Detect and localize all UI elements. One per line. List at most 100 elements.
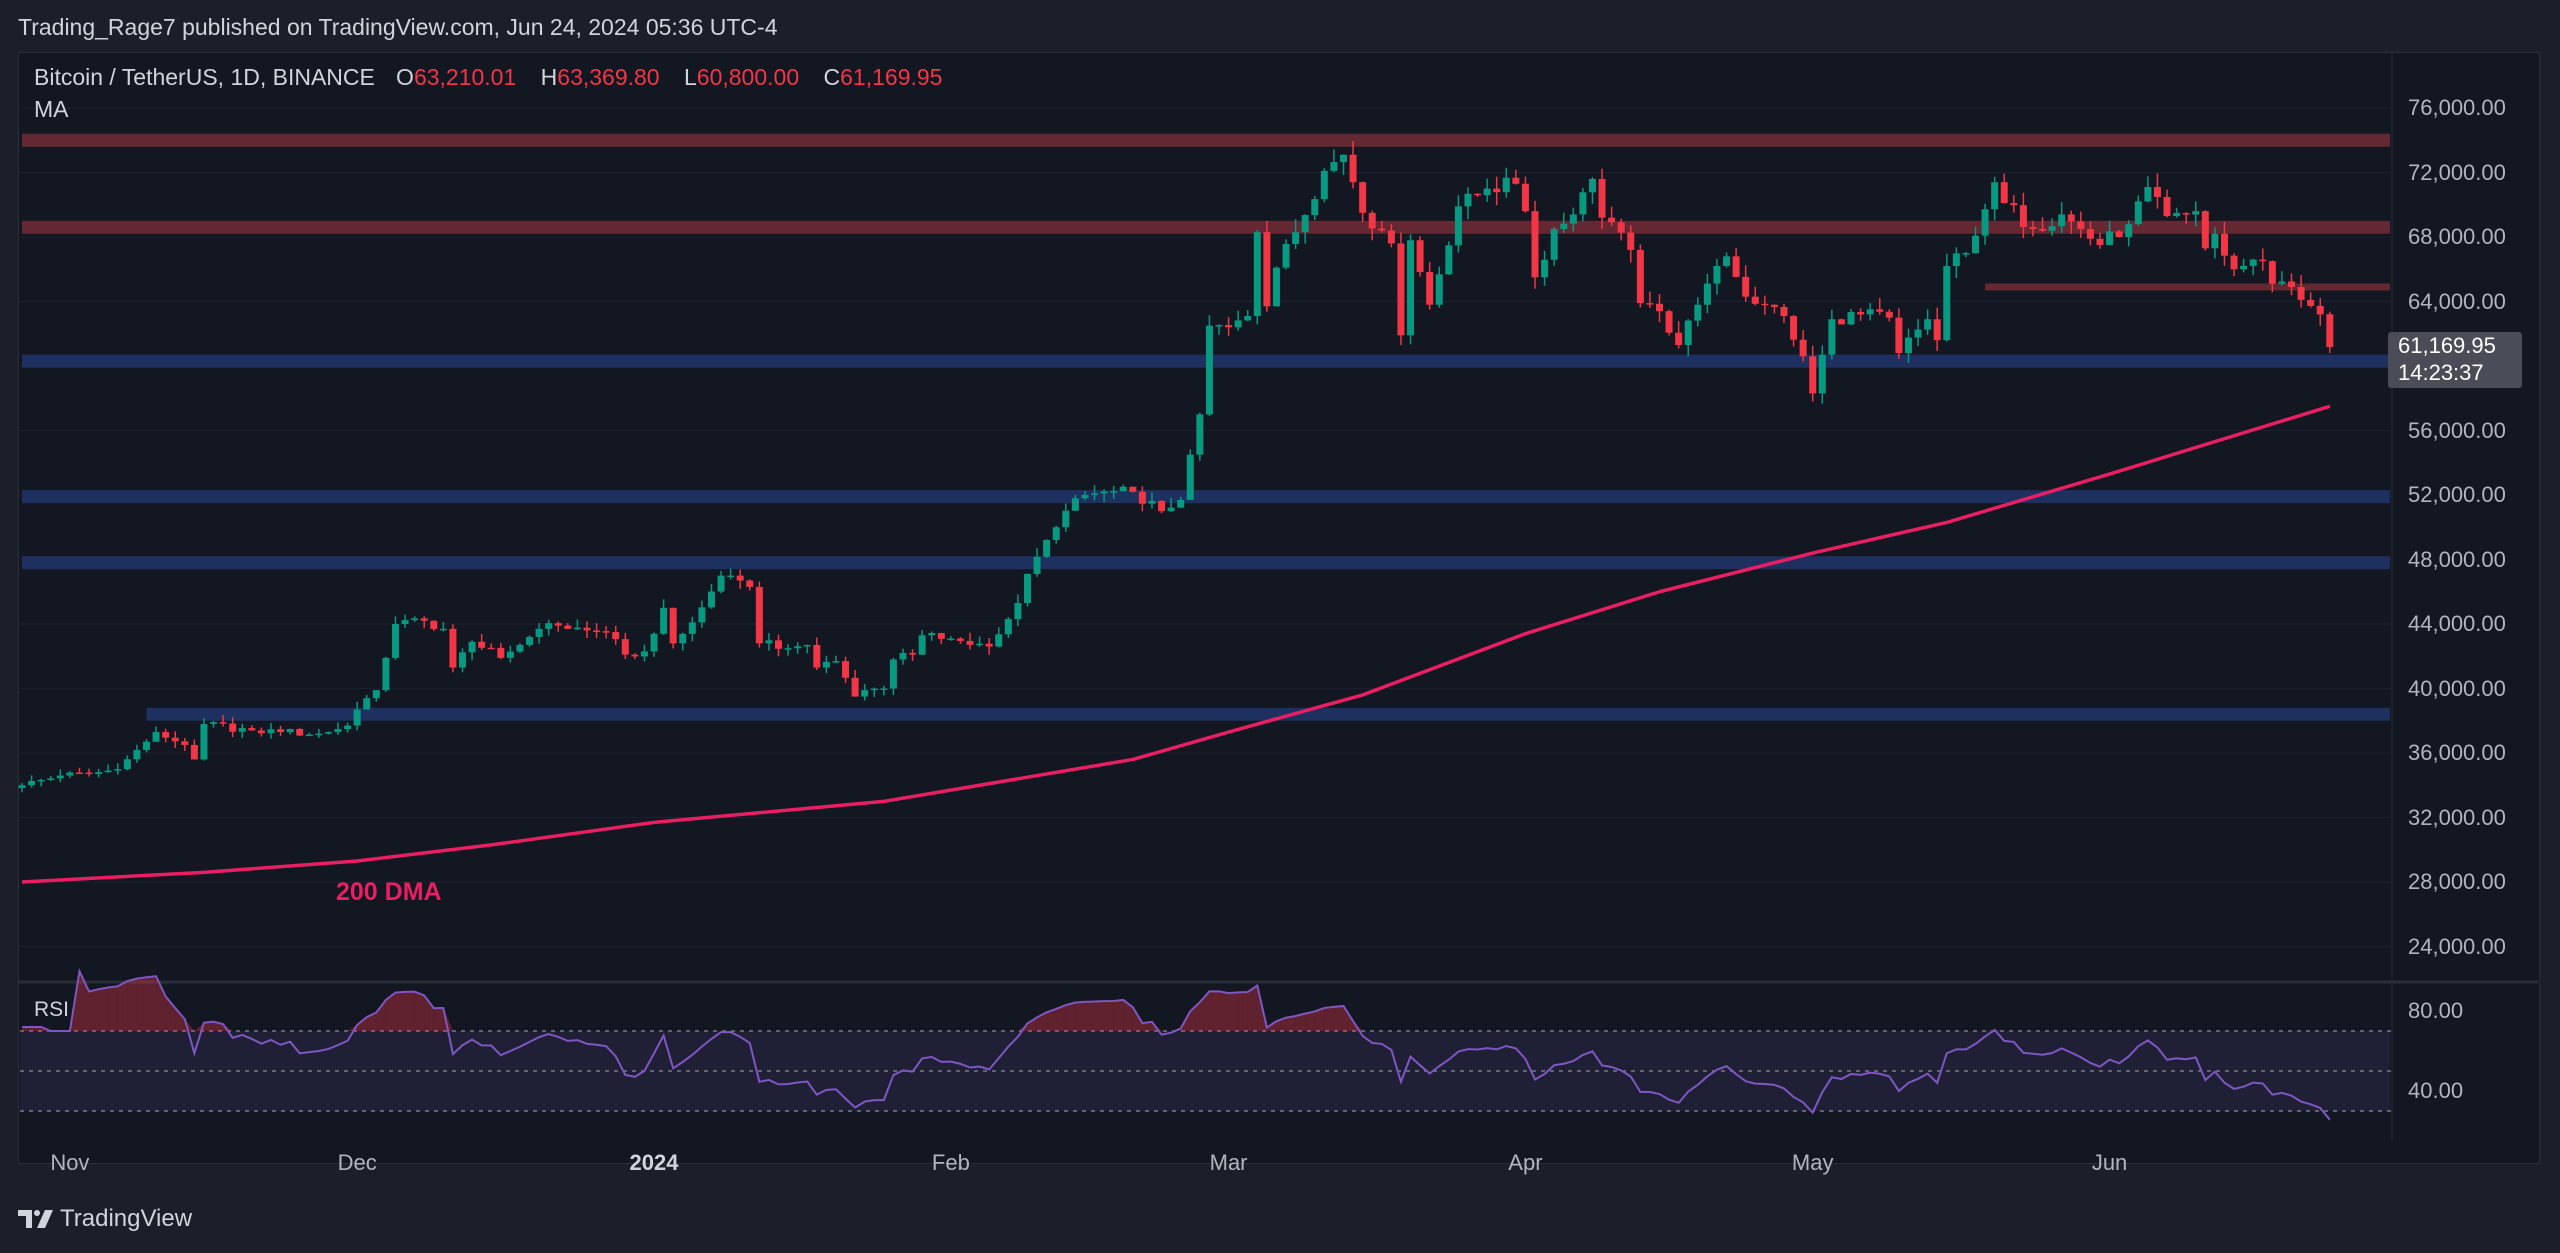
candle-body [28, 780, 36, 786]
candle-body [353, 709, 361, 726]
rsi-overbought-fill [405, 991, 415, 1031]
candle-body [152, 732, 160, 742]
candle-body [1732, 256, 1740, 277]
candle-body [506, 651, 514, 658]
rsi-overbought-fill [165, 996, 176, 1031]
candle-body [123, 759, 131, 770]
candle-body [458, 652, 466, 668]
candle-body [1158, 500, 1166, 512]
candle-body [420, 618, 428, 621]
candle-body [650, 633, 658, 652]
ma-indicator-label[interactable]: MA [34, 96, 69, 122]
candle-body [401, 620, 409, 624]
candle-body [142, 741, 150, 750]
high-value: 63,369.80 [557, 64, 660, 90]
candle-body [1828, 319, 1836, 355]
candle-body [162, 732, 170, 738]
candle-body [621, 639, 629, 655]
time-tick-label: Nov [50, 1150, 90, 1175]
candle-body [1177, 499, 1185, 508]
symbol-legend: Bitcoin / TetherUS, 1D, BINANCE O63,210.… [34, 64, 958, 91]
candle-body [1617, 222, 1625, 233]
rsi-label[interactable]: RSI [34, 998, 70, 1021]
rsi-overbought-fill [1017, 1023, 1028, 1031]
candle-body [487, 647, 495, 650]
candle-body [1100, 491, 1108, 494]
candle-body [1962, 253, 1970, 255]
candle-body [612, 632, 620, 640]
candle-body [1110, 491, 1118, 493]
candle-body [573, 627, 581, 630]
candle-body [1837, 319, 1845, 325]
rsi-overbought-fill [424, 995, 434, 1031]
candle-body [602, 631, 610, 633]
candle-body [104, 770, 112, 773]
resistance-zone [22, 220, 2390, 234]
open-value: 63,210.01 [413, 64, 517, 90]
candle-body [794, 646, 802, 649]
candle-body [1186, 454, 1194, 500]
candle-body [583, 627, 591, 631]
candle-body [2019, 205, 2027, 227]
candle-body [1368, 212, 1376, 229]
time-tick-label: Jun [2091, 1150, 2128, 1175]
rsi-overbought-fill [1247, 985, 1258, 1031]
high-label: H [540, 64, 558, 90]
candle-body [1560, 223, 1568, 229]
candle-body [1933, 319, 1941, 341]
candle-body [717, 575, 725, 592]
rsi-overbought-fill [1113, 999, 1124, 1031]
candle-body [1138, 491, 1146, 504]
candle-body [1196, 414, 1204, 455]
candle-body [2249, 259, 2257, 266]
candle-body [1282, 243, 1290, 268]
price-tick-label: 76,000.00 [2408, 95, 2506, 120]
candle-body [2077, 221, 2085, 230]
symbol-name[interactable]: Bitcoin / TetherUS, 1D, BINANCE [34, 64, 375, 90]
rsi-axis-label: 40.00 [2408, 1078, 2464, 1103]
candle-body [1454, 206, 1462, 246]
candle-body [1521, 183, 1529, 212]
candle-body [1167, 507, 1175, 512]
tradingview-logo-icon [18, 1210, 53, 1228]
candle-body [2086, 229, 2094, 239]
candle-body [1713, 265, 1721, 284]
candle-body [2192, 211, 2200, 215]
candle-body [1895, 317, 1903, 354]
candle-body [1416, 240, 1424, 273]
candle-body [1588, 178, 1596, 193]
candle-body [286, 728, 294, 733]
candle-body [1866, 309, 1874, 315]
rsi-overbought-fill [395, 991, 406, 1031]
candle-body [2268, 261, 2276, 284]
candle-body [660, 607, 668, 634]
candle-body [1847, 312, 1855, 325]
candle-body [2288, 281, 2296, 287]
candle-body [1483, 188, 1491, 196]
last-price: 61,169.95 [2398, 333, 2496, 358]
candle-body [909, 652, 917, 655]
rsi-axis-label: 80.00 [2408, 998, 2464, 1023]
price-tick-label: 44,000.00 [2408, 611, 2506, 636]
candle-body [449, 628, 457, 668]
candle-body [1646, 303, 1654, 305]
candle-body [918, 635, 926, 655]
rsi-overbought-fill [1314, 1007, 1325, 1031]
candle-body [2153, 187, 2161, 197]
ma-annotation: 200 DMA [336, 878, 442, 906]
price-tick-label: 40,000.00 [2408, 675, 2506, 701]
tradingview-logo[interactable]: TradingView [18, 1205, 192, 1233]
rsi-overbought-fill [1324, 1006, 1334, 1031]
candle-body [1397, 243, 1405, 336]
candle-body [344, 725, 352, 730]
rsi-overbought-fill [1228, 992, 1239, 1031]
candle-body [1378, 228, 1386, 231]
candle-body [976, 643, 984, 646]
candle-body [324, 732, 332, 734]
candle-body [66, 772, 74, 776]
support-zone [146, 707, 2390, 721]
candle-body [688, 622, 696, 634]
ma-200-line [21, 404, 2331, 884]
candle-body [995, 634, 1003, 647]
